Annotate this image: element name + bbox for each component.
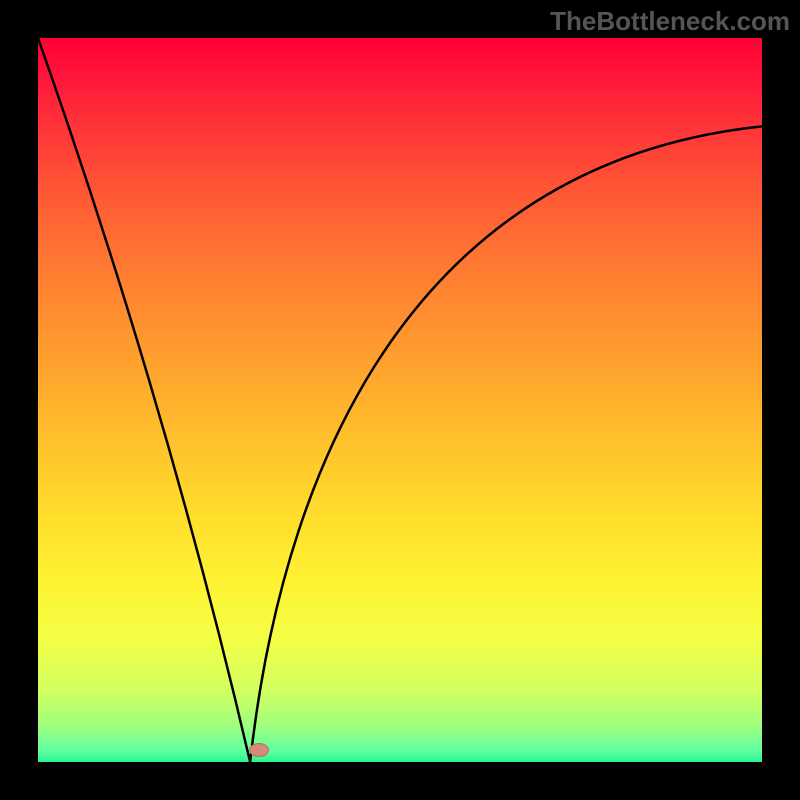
chart-frame: TheBottleneck.com	[0, 0, 800, 800]
watermark-text: TheBottleneck.com	[550, 6, 790, 37]
gradient-plot-area	[38, 38, 762, 762]
